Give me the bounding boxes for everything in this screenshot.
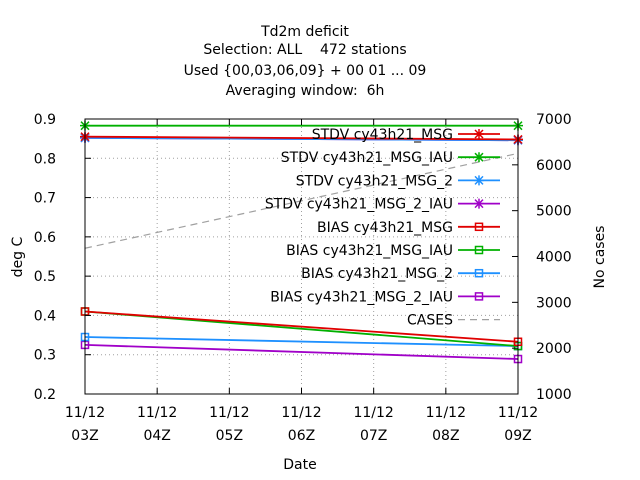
legend-label: BIAS cy43h21_MSG_2 [301, 266, 453, 282]
legend-label: STDV cy43h21_MSG [312, 127, 453, 143]
point-marker-x [474, 175, 484, 186]
x-tick-label-date: 11/12 [281, 405, 321, 421]
legend-label: BIAS cy43h21_MSG_2_IAU [270, 289, 453, 305]
axes: 0.2 0.3 0.4 0.5 0.6 0.7 0.8 0.9 1000 2000 3000 4000… [34, 112, 572, 444]
x-tick-label-hour: 04Z [143, 428, 170, 444]
point-marker-square [474, 245, 484, 255]
y-tick-label: 0.7 [34, 191, 56, 207]
series-line [84, 310, 519, 343]
point-marker-x [474, 152, 484, 163]
x-tick-label-hour: 07Z [360, 428, 387, 444]
chart-title-line-4: Averaging window: 6h [226, 83, 385, 99]
legend-label: STDV cy43h21_MSG_IAU [281, 150, 453, 166]
x-tick-label-hour: 06Z [288, 428, 315, 444]
x-tick-label-date: 11/12 [209, 405, 249, 421]
x-tick-label-date: 11/12 [498, 405, 538, 421]
x-tick-label-hour: 05Z [216, 428, 243, 444]
y2-tick-label: 2000 [536, 341, 572, 357]
plot-border [84, 118, 519, 395]
y2-tick-label: 6000 [536, 158, 572, 174]
series-line [84, 152, 519, 249]
x-tick-label-date: 11/12 [137, 405, 177, 421]
point-marker-square [474, 292, 484, 301]
point-marker-square [474, 222, 484, 232]
y2-tick-label: 7000 [536, 112, 572, 128]
y-tick-label: 0.8 [34, 151, 56, 167]
legend-label: STDV cy43h21_MSG_2_IAU [265, 197, 453, 213]
y-tick-label: 0.2 [34, 387, 56, 403]
y-tick-label: 0.5 [34, 269, 56, 285]
legend-label: BIAS cy43h21_MSG [317, 220, 453, 236]
y2-tick-label: 4000 [536, 250, 572, 266]
x-axis-label: Date [283, 457, 316, 473]
y2-tick-label: 5000 [536, 204, 572, 220]
chart-title-line-1: Td2m deficit [260, 24, 349, 40]
chart-title-line-2: Selection: ALL 472 stations [203, 42, 406, 58]
point-marker-x [474, 198, 484, 209]
y-tick-label: 0.4 [34, 308, 56, 324]
legend-label: BIAS cy43h21_MSG_IAU [286, 243, 453, 259]
series-line [84, 135, 519, 141]
y2-tick-label: 3000 [536, 295, 572, 311]
y-tick-label: 0.3 [34, 348, 56, 364]
x-tick-label-date: 11/12 [426, 405, 466, 421]
x-tick-label-hour: 03Z [71, 428, 98, 444]
series-line [84, 343, 519, 360]
series-line [84, 336, 519, 347]
x-tick-label-hour: 09Z [504, 428, 531, 444]
x-tick-label-date: 11/12 [65, 405, 105, 421]
y2-axis-label: No cases [592, 226, 608, 289]
grid-lines [85, 119, 518, 394]
y-tick-label: 0.6 [34, 230, 56, 246]
legend-label: CASES [407, 313, 453, 329]
y2-tick-label: 1000 [536, 387, 572, 403]
legend: STDV cy43h21_MSG STDV cy43h21_MSG_IAU STDV… [265, 127, 500, 329]
point-marker-x [474, 129, 484, 139]
x-tick-label-hour: 08Z [432, 428, 459, 444]
x-tick-label-date: 11/12 [353, 405, 393, 421]
point-marker-square [474, 268, 484, 278]
legend-label: STDV cy43h21_MSG_2 [296, 173, 453, 189]
y-tick-label: 0.9 [34, 112, 56, 128]
chart-title-line-3: Used {00,03,06,09} + 00 01 ... 09 [184, 63, 427, 79]
y-axis-label: deg C [10, 236, 26, 277]
